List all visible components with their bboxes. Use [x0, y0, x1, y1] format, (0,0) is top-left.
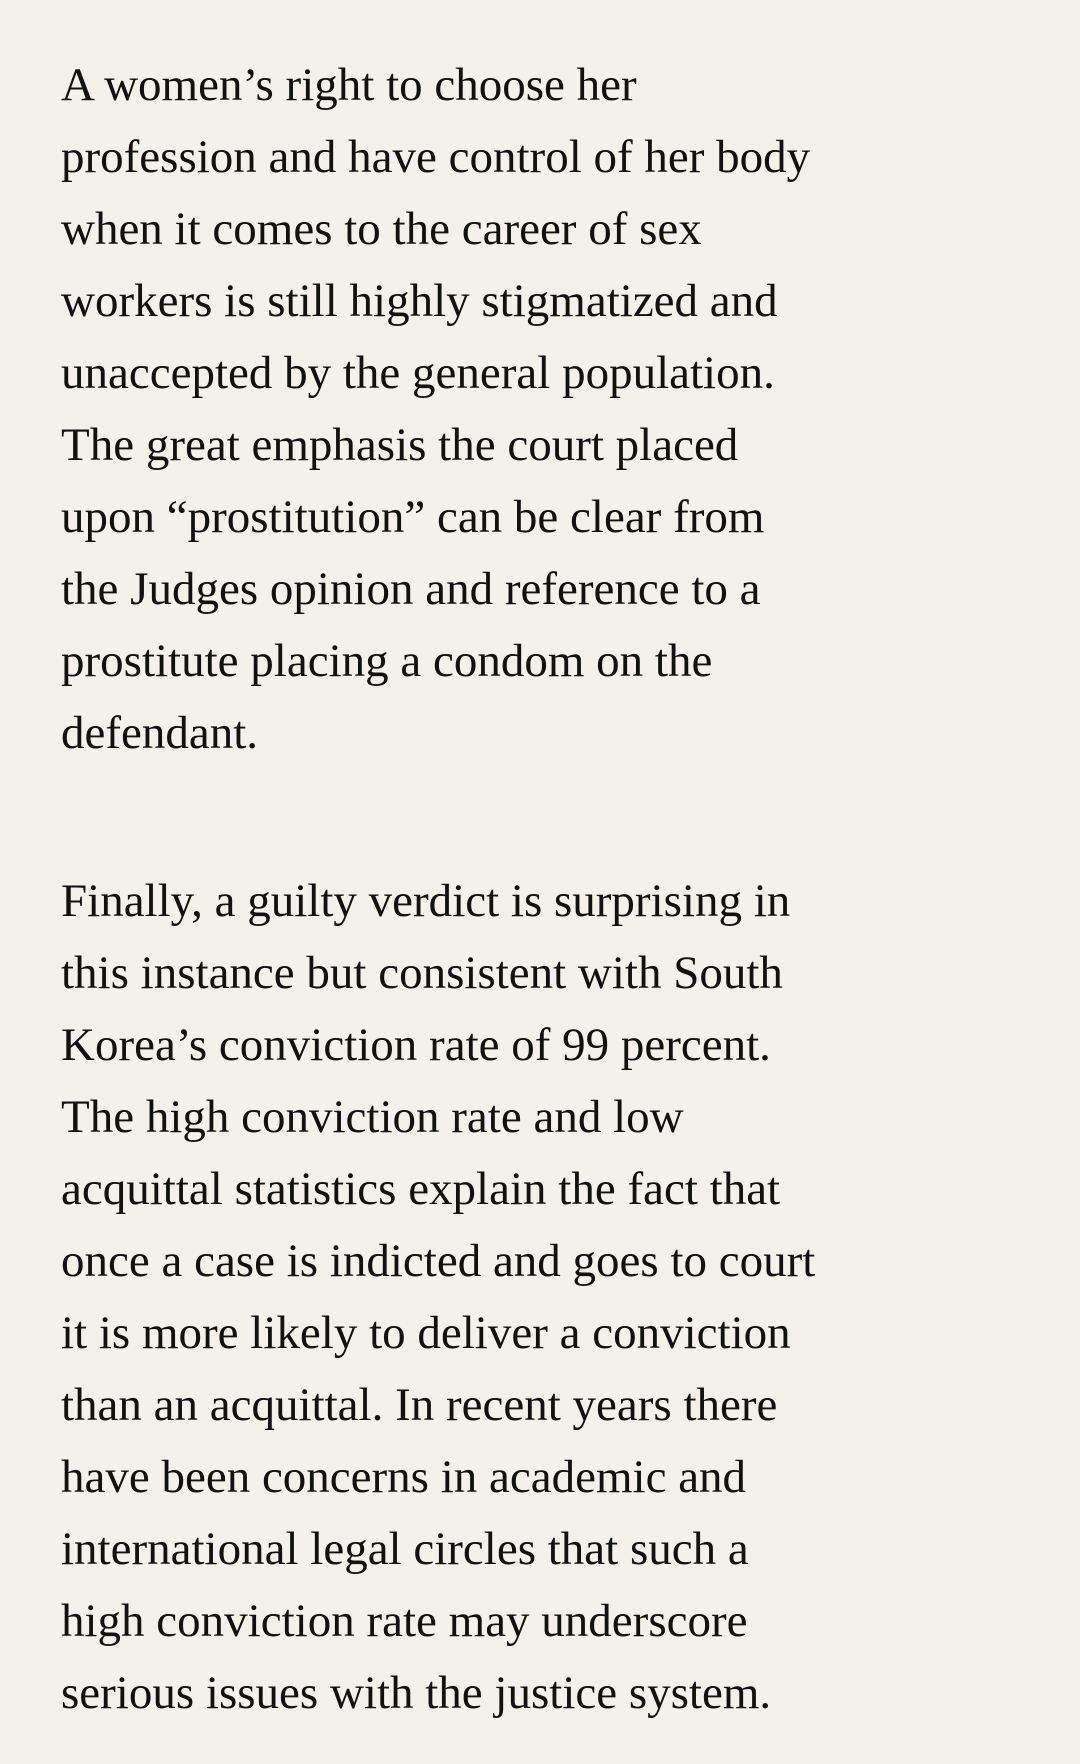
text-line: high conviction rate may underscore: [61, 1595, 748, 1647]
text-line: The great emphasis the court placed: [61, 419, 739, 471]
text-line: defendant.: [61, 707, 259, 759]
text-line: A women’s right to choose her: [61, 59, 637, 111]
text-line: than an acquittal. In recent years there: [61, 1379, 778, 1431]
paragraph: Finally, a guilty verdict is surprising …: [61, 865, 1080, 1729]
text-line: the Judges opinion and reference to a: [61, 563, 761, 615]
text-line: workers is still highly stigmatized and: [61, 275, 778, 327]
text-line: once a case is indicted and goes to cour…: [61, 1235, 816, 1287]
text-line: when it comes to the career of sex: [61, 203, 702, 255]
text-line: Finally, a guilty verdict is surprising …: [61, 875, 791, 927]
text-line: profession and have control of her body: [61, 131, 811, 183]
text-line: unaccepted by the general population.: [61, 347, 775, 399]
text-line: this instance but consistent with South: [61, 947, 783, 999]
text-line: prostitute placing a condom on the: [61, 635, 713, 687]
text-line: The high conviction rate and low: [61, 1091, 684, 1143]
paragraph: A women’s right to choose her profession …: [61, 49, 1080, 769]
text-line: international legal circles that such a: [61, 1523, 749, 1575]
text-line: acquittal statistics explain the fact th…: [61, 1163, 781, 1215]
text-line: it is more likely to deliver a convictio…: [61, 1307, 791, 1359]
text-line: upon “prostitution” can be clear from: [61, 491, 765, 543]
text-line: serious issues with the justice system.: [61, 1667, 772, 1719]
text-line: have been concerns in academic and: [61, 1451, 747, 1503]
text-line: Korea’s conviction rate of 99 percent.: [61, 1019, 771, 1071]
